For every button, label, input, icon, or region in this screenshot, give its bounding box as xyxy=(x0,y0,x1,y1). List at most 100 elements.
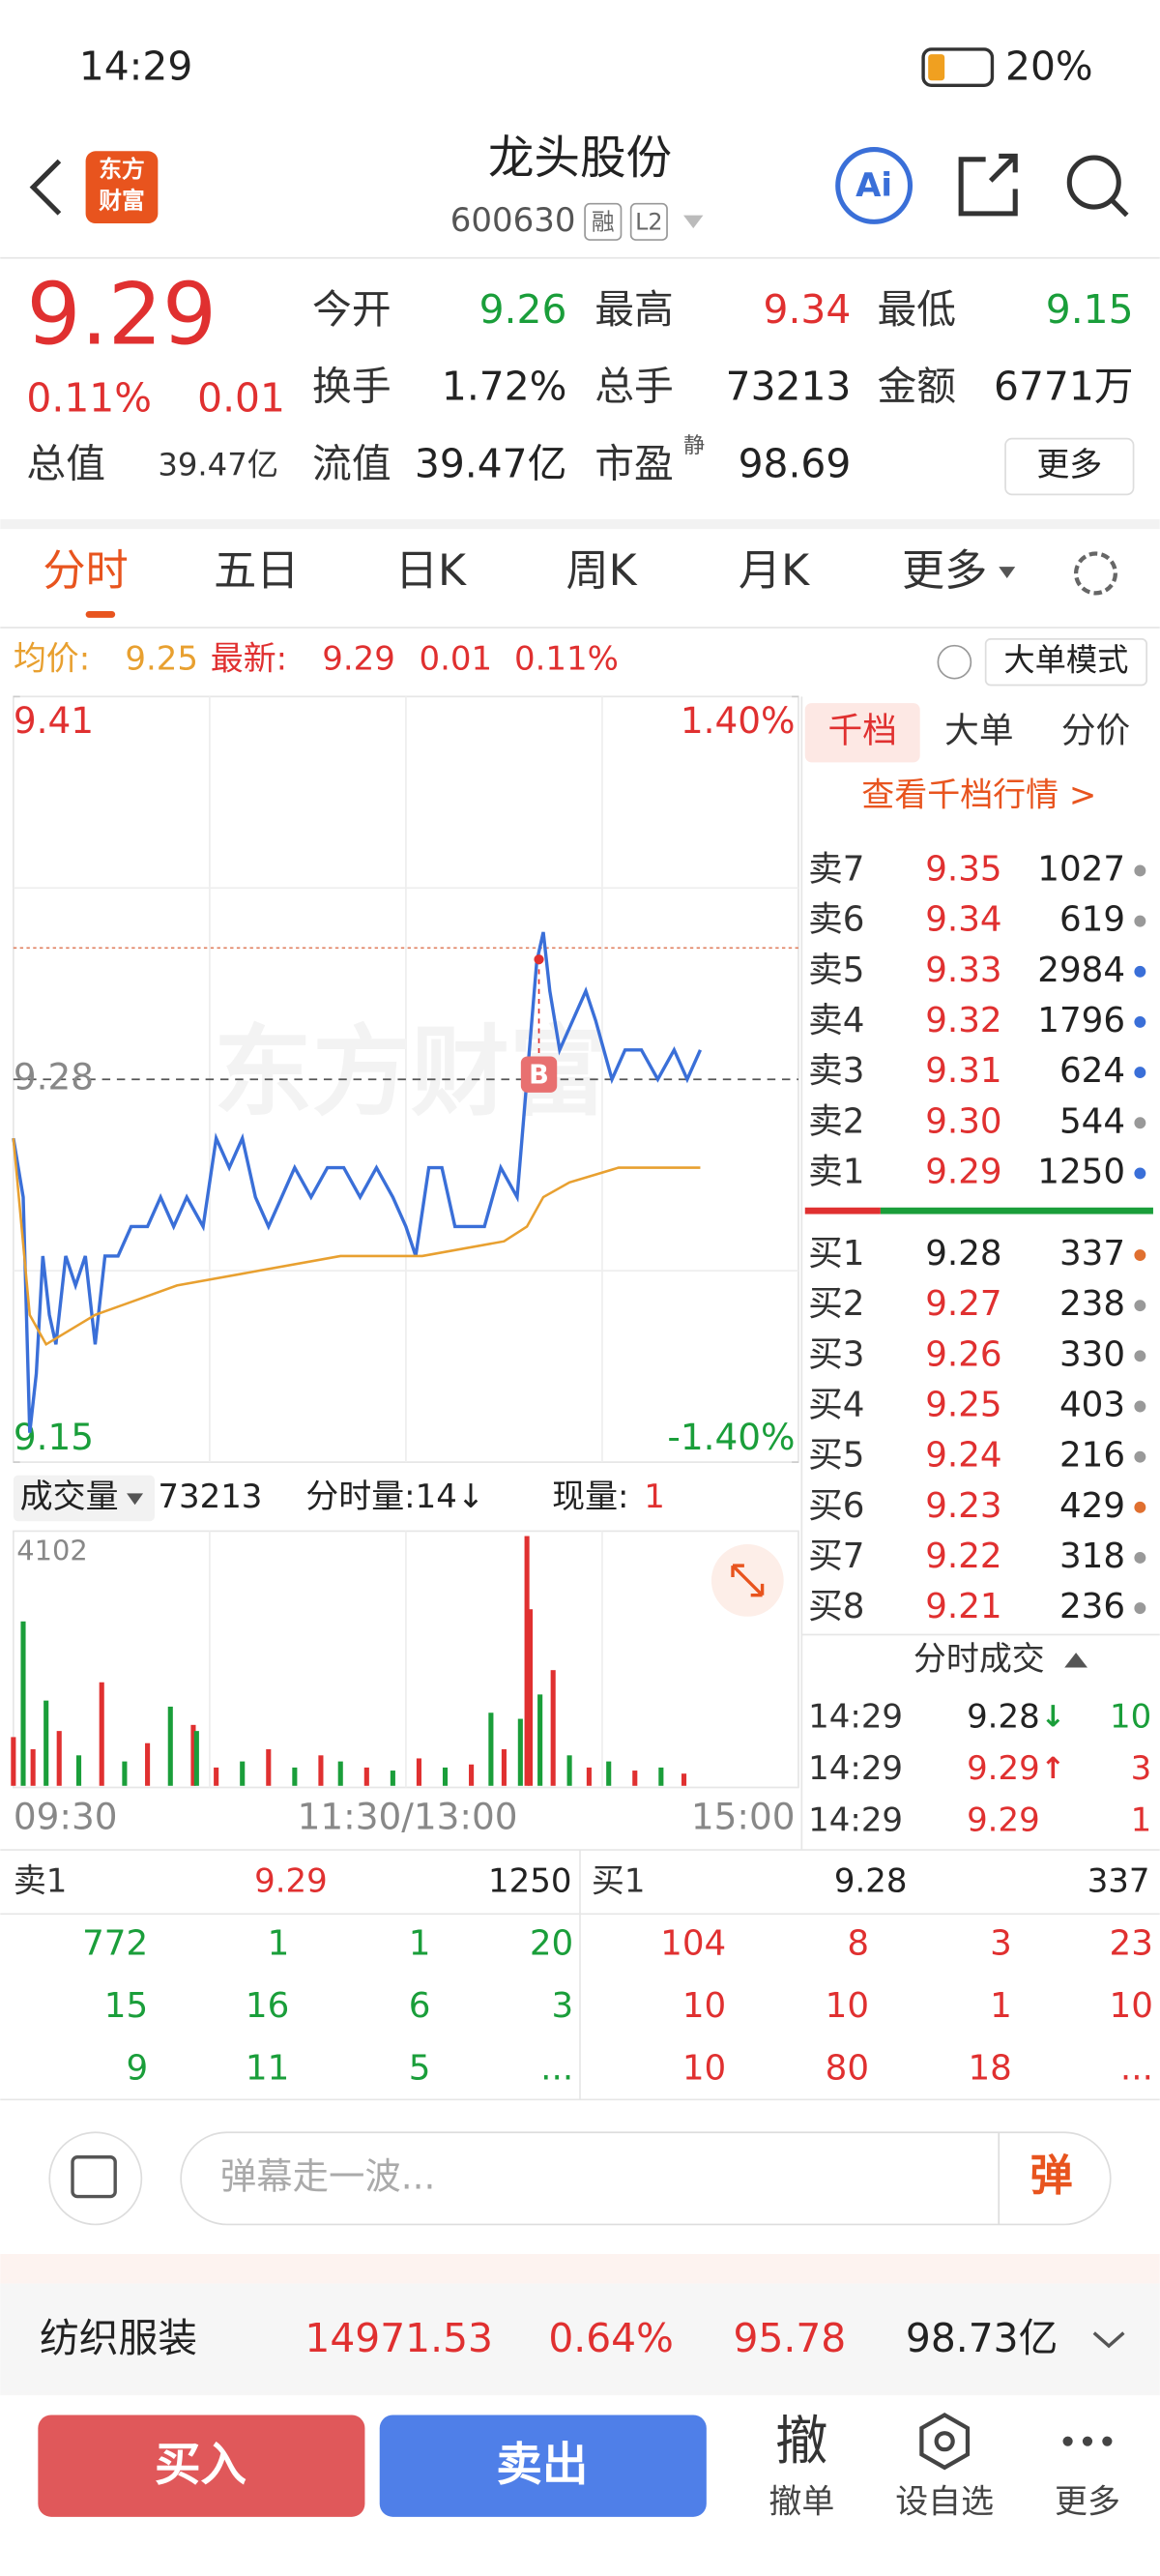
level-label: 买6 xyxy=(808,1486,864,1526)
queue-label: 卖1 xyxy=(14,1862,68,1901)
expand-icon xyxy=(731,1564,765,1597)
volume-bar xyxy=(240,1761,246,1786)
danmaku-icon xyxy=(71,2155,117,2199)
stock-name: 龙头股份 xyxy=(488,132,672,186)
trade-price: 9.29 xyxy=(967,1749,1040,1788)
action-label: 更多 xyxy=(1055,2483,1120,2522)
logo xyxy=(85,151,159,224)
level-label: 买1 xyxy=(808,1234,864,1273)
field-value: 6771万 xyxy=(994,364,1134,410)
queue-order: 10 xyxy=(826,1986,869,2026)
sector-change: 95.78 xyxy=(734,2315,847,2361)
y2-tick-label: 1.40% xyxy=(681,699,796,742)
volume-bar xyxy=(318,1755,324,1786)
last-price: 9.29 xyxy=(26,265,217,365)
level-dot xyxy=(1134,1400,1146,1413)
line xyxy=(12,1138,701,1347)
queue-order: ... xyxy=(540,2049,573,2089)
level-price: 9.21 xyxy=(925,1587,1001,1626)
field-label: 总值 xyxy=(26,441,105,487)
queue-order: 23 xyxy=(1110,1924,1153,1964)
buy-button[interactable] xyxy=(38,2415,365,2517)
level-dot xyxy=(1134,965,1146,978)
volume-bar xyxy=(416,1758,421,1786)
volume-bar xyxy=(167,1706,173,1786)
settings-button[interactable] xyxy=(1073,551,1117,596)
level-price: 9.26 xyxy=(925,1334,1001,1374)
expand-icon[interactable] xyxy=(1092,2331,1125,2349)
level-price: 9.22 xyxy=(925,1537,1001,1576)
orderbook-tab: 大单 xyxy=(944,712,1013,751)
tab: 月K xyxy=(739,546,810,596)
share-button[interactable] xyxy=(958,153,1018,217)
volume-bar xyxy=(30,1749,36,1786)
watchlist-icon[interactable] xyxy=(919,2413,971,2471)
orderbook-tab-active xyxy=(804,703,920,763)
volume-bar xyxy=(537,1694,543,1786)
watchlist-icon-dot xyxy=(934,2431,955,2452)
tab: 更多 xyxy=(902,546,987,596)
search-button[interactable] xyxy=(1066,155,1121,210)
level-label: 买5 xyxy=(808,1436,864,1476)
more-icon xyxy=(1102,2436,1113,2446)
ai-button[interactable] xyxy=(835,147,914,224)
field-value: 9.34 xyxy=(764,286,852,333)
danmaku-input[interactable] xyxy=(180,2131,1112,2226)
field-label: 最低 xyxy=(878,286,957,333)
level-label: 买4 xyxy=(808,1385,864,1424)
volume-bar xyxy=(193,1731,199,1786)
volume-bar xyxy=(390,1771,395,1786)
queue-order: 20 xyxy=(530,1924,573,1964)
volume-bar xyxy=(20,1621,26,1786)
queue-order: 10 xyxy=(682,2049,726,2089)
back-button[interactable] xyxy=(29,159,62,216)
level-volume: 1027 xyxy=(1037,849,1125,889)
sell-button[interactable] xyxy=(379,2415,707,2517)
orderbook-tab: 千档 xyxy=(828,712,897,751)
volume-now-label: 现量: xyxy=(552,1478,628,1516)
ratio-bar xyxy=(804,1207,881,1215)
level-dot xyxy=(1134,1350,1146,1362)
badge-text: 融 xyxy=(592,209,615,236)
avg-value: 9.25 xyxy=(125,639,198,678)
volume-bar xyxy=(527,1609,534,1786)
band xyxy=(0,2254,1160,2284)
level-dot xyxy=(1134,1501,1146,1513)
y2-tick-label: -1.40% xyxy=(667,1416,795,1458)
logo-text: 东方 xyxy=(99,156,145,183)
level-price: 9.24 xyxy=(925,1436,1001,1476)
level-label: 买8 xyxy=(808,1587,864,1626)
trade-time: 14:29 xyxy=(808,1698,903,1737)
volume-total: 73213 xyxy=(158,1478,262,1516)
danmaku-toggle[interactable] xyxy=(48,2131,143,2226)
field-value: 9.26 xyxy=(479,286,567,333)
x-tick-label: 11:30/13:00 xyxy=(298,1795,518,1837)
volume-bar xyxy=(681,1773,687,1786)
queue-volume: 337 xyxy=(1088,1862,1150,1901)
battery-level xyxy=(928,54,945,81)
trade-arrow: ↓ xyxy=(1040,1701,1065,1735)
field-label: 今开 xyxy=(312,286,392,333)
volume-bar xyxy=(44,1700,49,1786)
more-button[interactable] xyxy=(1004,437,1135,496)
last-label: 最新: xyxy=(211,639,287,678)
level-dot xyxy=(1134,915,1146,927)
level-volume: 619 xyxy=(1059,900,1125,940)
status-time: 14:29 xyxy=(79,43,192,89)
more-icon[interactable] xyxy=(1062,2436,1073,2446)
level-volume: 544 xyxy=(1059,1101,1125,1141)
mode-button[interactable] xyxy=(984,638,1147,687)
danmaku-placeholder: 弹幕走一波... xyxy=(220,2154,435,2197)
sector-amount: 98.73亿 xyxy=(906,2315,1058,2361)
level-price: 9.29 xyxy=(925,1152,1001,1191)
change-pct: 0.11% xyxy=(26,375,152,422)
volume-bar xyxy=(190,1724,196,1786)
more-button-label: 更多 xyxy=(1036,446,1102,484)
level-price: 9.27 xyxy=(925,1284,1001,1324)
level-volume: 1250 xyxy=(1037,1152,1125,1191)
field-value: 39.47亿 xyxy=(415,441,566,487)
level-price: 9.31 xyxy=(925,1051,1001,1091)
ai-icon: Ai xyxy=(856,166,892,205)
